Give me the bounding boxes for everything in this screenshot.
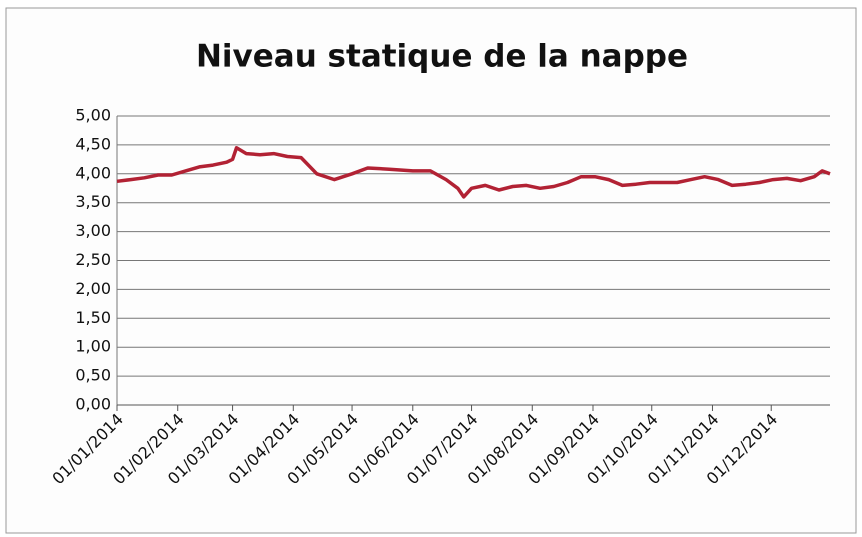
- y-tick-label: 3,00: [75, 221, 111, 240]
- y-tick-label: 0,50: [75, 366, 111, 385]
- y-tick-label: 5,00: [75, 106, 111, 125]
- chart-title: Niveau statique de la nappe: [196, 39, 688, 75]
- y-tick-label: 3,50: [75, 192, 111, 211]
- chart-frame: [5, 7, 857, 534]
- y-tick-label: 1,00: [75, 337, 111, 356]
- y-tick-label: 2,50: [75, 250, 111, 269]
- y-tick-label: 1,50: [75, 308, 111, 327]
- y-tick-label: 2,00: [75, 279, 111, 298]
- y-tick-label: 0,00: [75, 395, 111, 414]
- data-line: [116, 146, 831, 199]
- y-tick-label: 4,50: [75, 134, 111, 153]
- y-tick-label: 4,00: [75, 163, 111, 182]
